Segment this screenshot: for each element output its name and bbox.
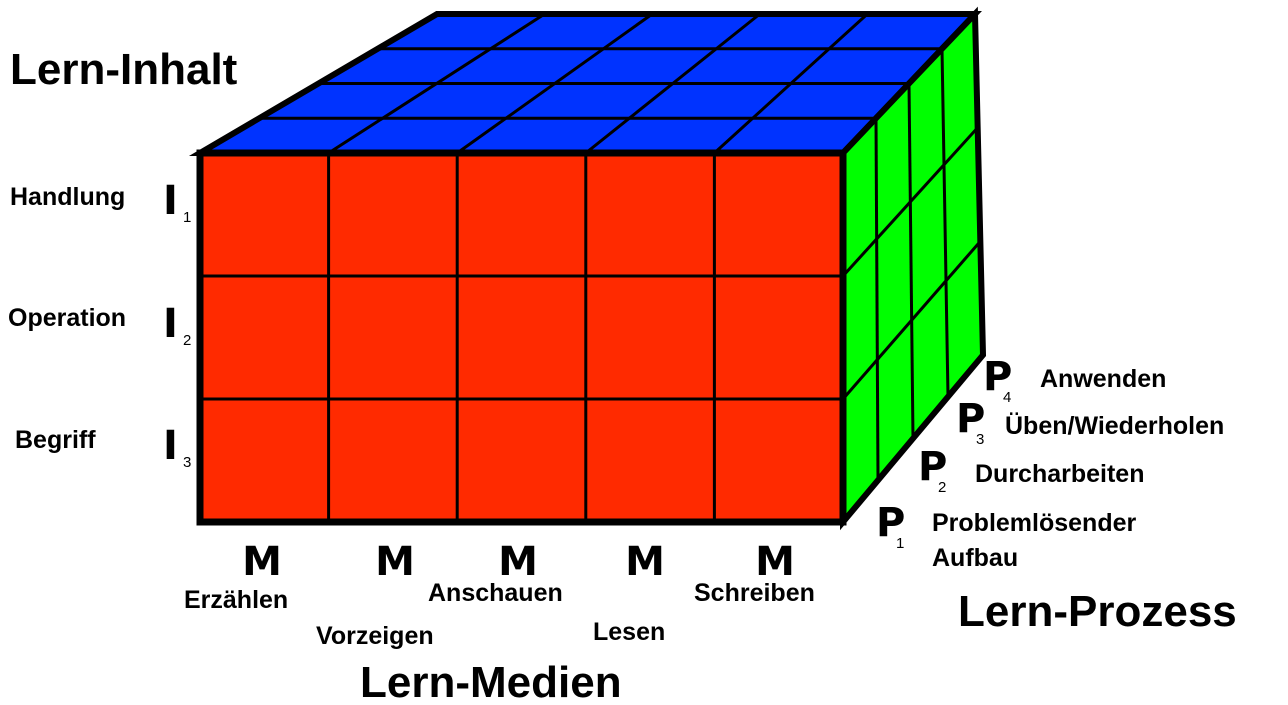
prozess-label: Aufbau — [932, 544, 1018, 572]
medien-symbol: M — [242, 539, 282, 585]
prozess-label: Üben/Wiederholen — [1005, 411, 1224, 440]
medien-label: Erzählen — [184, 586, 288, 614]
medien-symbol: M — [375, 539, 415, 585]
grid-line — [940, 48, 950, 397]
medien-label: Schreiben — [694, 579, 815, 607]
prozess-symbol: P — [983, 354, 1012, 400]
prozess-index: 4 — [1003, 389, 1011, 406]
prozess-label: Anwenden — [1040, 365, 1166, 393]
prozess-symbol: P — [918, 444, 947, 490]
medien-title: Lern-Medien — [360, 658, 622, 700]
prozess-title: Lern-Prozess — [958, 587, 1237, 636]
prozess-index: 3 — [976, 431, 984, 448]
grid-lines — [200, 12, 982, 522]
medien-label: Anschauen — [428, 579, 563, 607]
inhalt-symbol: I — [163, 178, 178, 224]
inhalt-index: 3 — [183, 454, 191, 471]
inhalt-label: Operation — [8, 304, 126, 332]
medien-symbol: M — [755, 539, 795, 585]
medien-label: Vorzeigen — [316, 622, 434, 650]
grid-line — [841, 240, 982, 400]
front-face — [196, 149, 847, 526]
medien-symbol: M — [625, 539, 665, 585]
prozess-symbol: P — [956, 396, 985, 442]
inhalt-label: Begriff — [15, 426, 96, 454]
grid-line — [874, 118, 880, 481]
grid-line — [841, 126, 979, 278]
inhalt-index: 1 — [183, 209, 191, 226]
prozess-index: 1 — [896, 535, 904, 552]
prozess-index: 2 — [938, 479, 946, 496]
title: Lern-Inhalt — [10, 45, 238, 94]
medien-label: Lesen — [593, 618, 665, 646]
inhalt-label: Handlung — [10, 183, 125, 211]
inhalt-symbol: I — [163, 423, 178, 469]
inhalt-index: 2 — [183, 332, 191, 349]
inhalt-symbol: I — [163, 301, 178, 347]
prozess-symbol: P — [876, 500, 905, 546]
medien-symbol: M — [498, 539, 538, 585]
prozess-label: Durcharbeiten — [975, 460, 1144, 488]
grid-line — [907, 83, 915, 439]
prozess-label: Problemlösender — [932, 509, 1136, 537]
